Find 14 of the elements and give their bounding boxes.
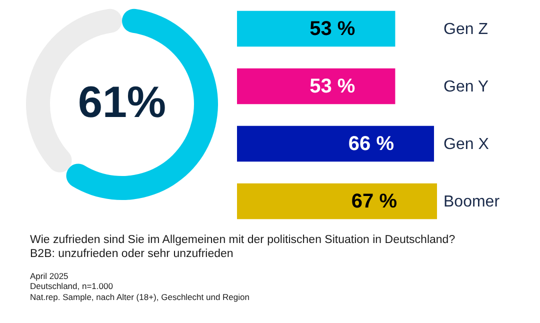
data-label: 67 % [351, 190, 398, 212]
y-tick-label: Gen Z [444, 20, 488, 38]
y-tick-label: Boomer [444, 193, 500, 210]
y-tick-label: Gen X [444, 136, 490, 153]
text: Deutschland, n=1.000 [30, 281, 114, 292]
text: Nat.rep. Sample, nach Alter (18+), Geschlecht und Region [30, 292, 250, 303]
text: 61% [78, 78, 166, 127]
text: April 2025 [30, 270, 70, 282]
y-tick-label: Gen Y [444, 78, 489, 96]
data-label: 66 % [348, 132, 394, 155]
text: Wie zufrieden sind Sie im Allgemeinen mit der politischen Situation in Deutschland? [30, 233, 456, 248]
text: B2B: unzufrieden oder sehr unzufrieden [30, 247, 234, 262]
data-label: 53 % [310, 18, 356, 40]
data-label: 53 % [310, 75, 356, 98]
